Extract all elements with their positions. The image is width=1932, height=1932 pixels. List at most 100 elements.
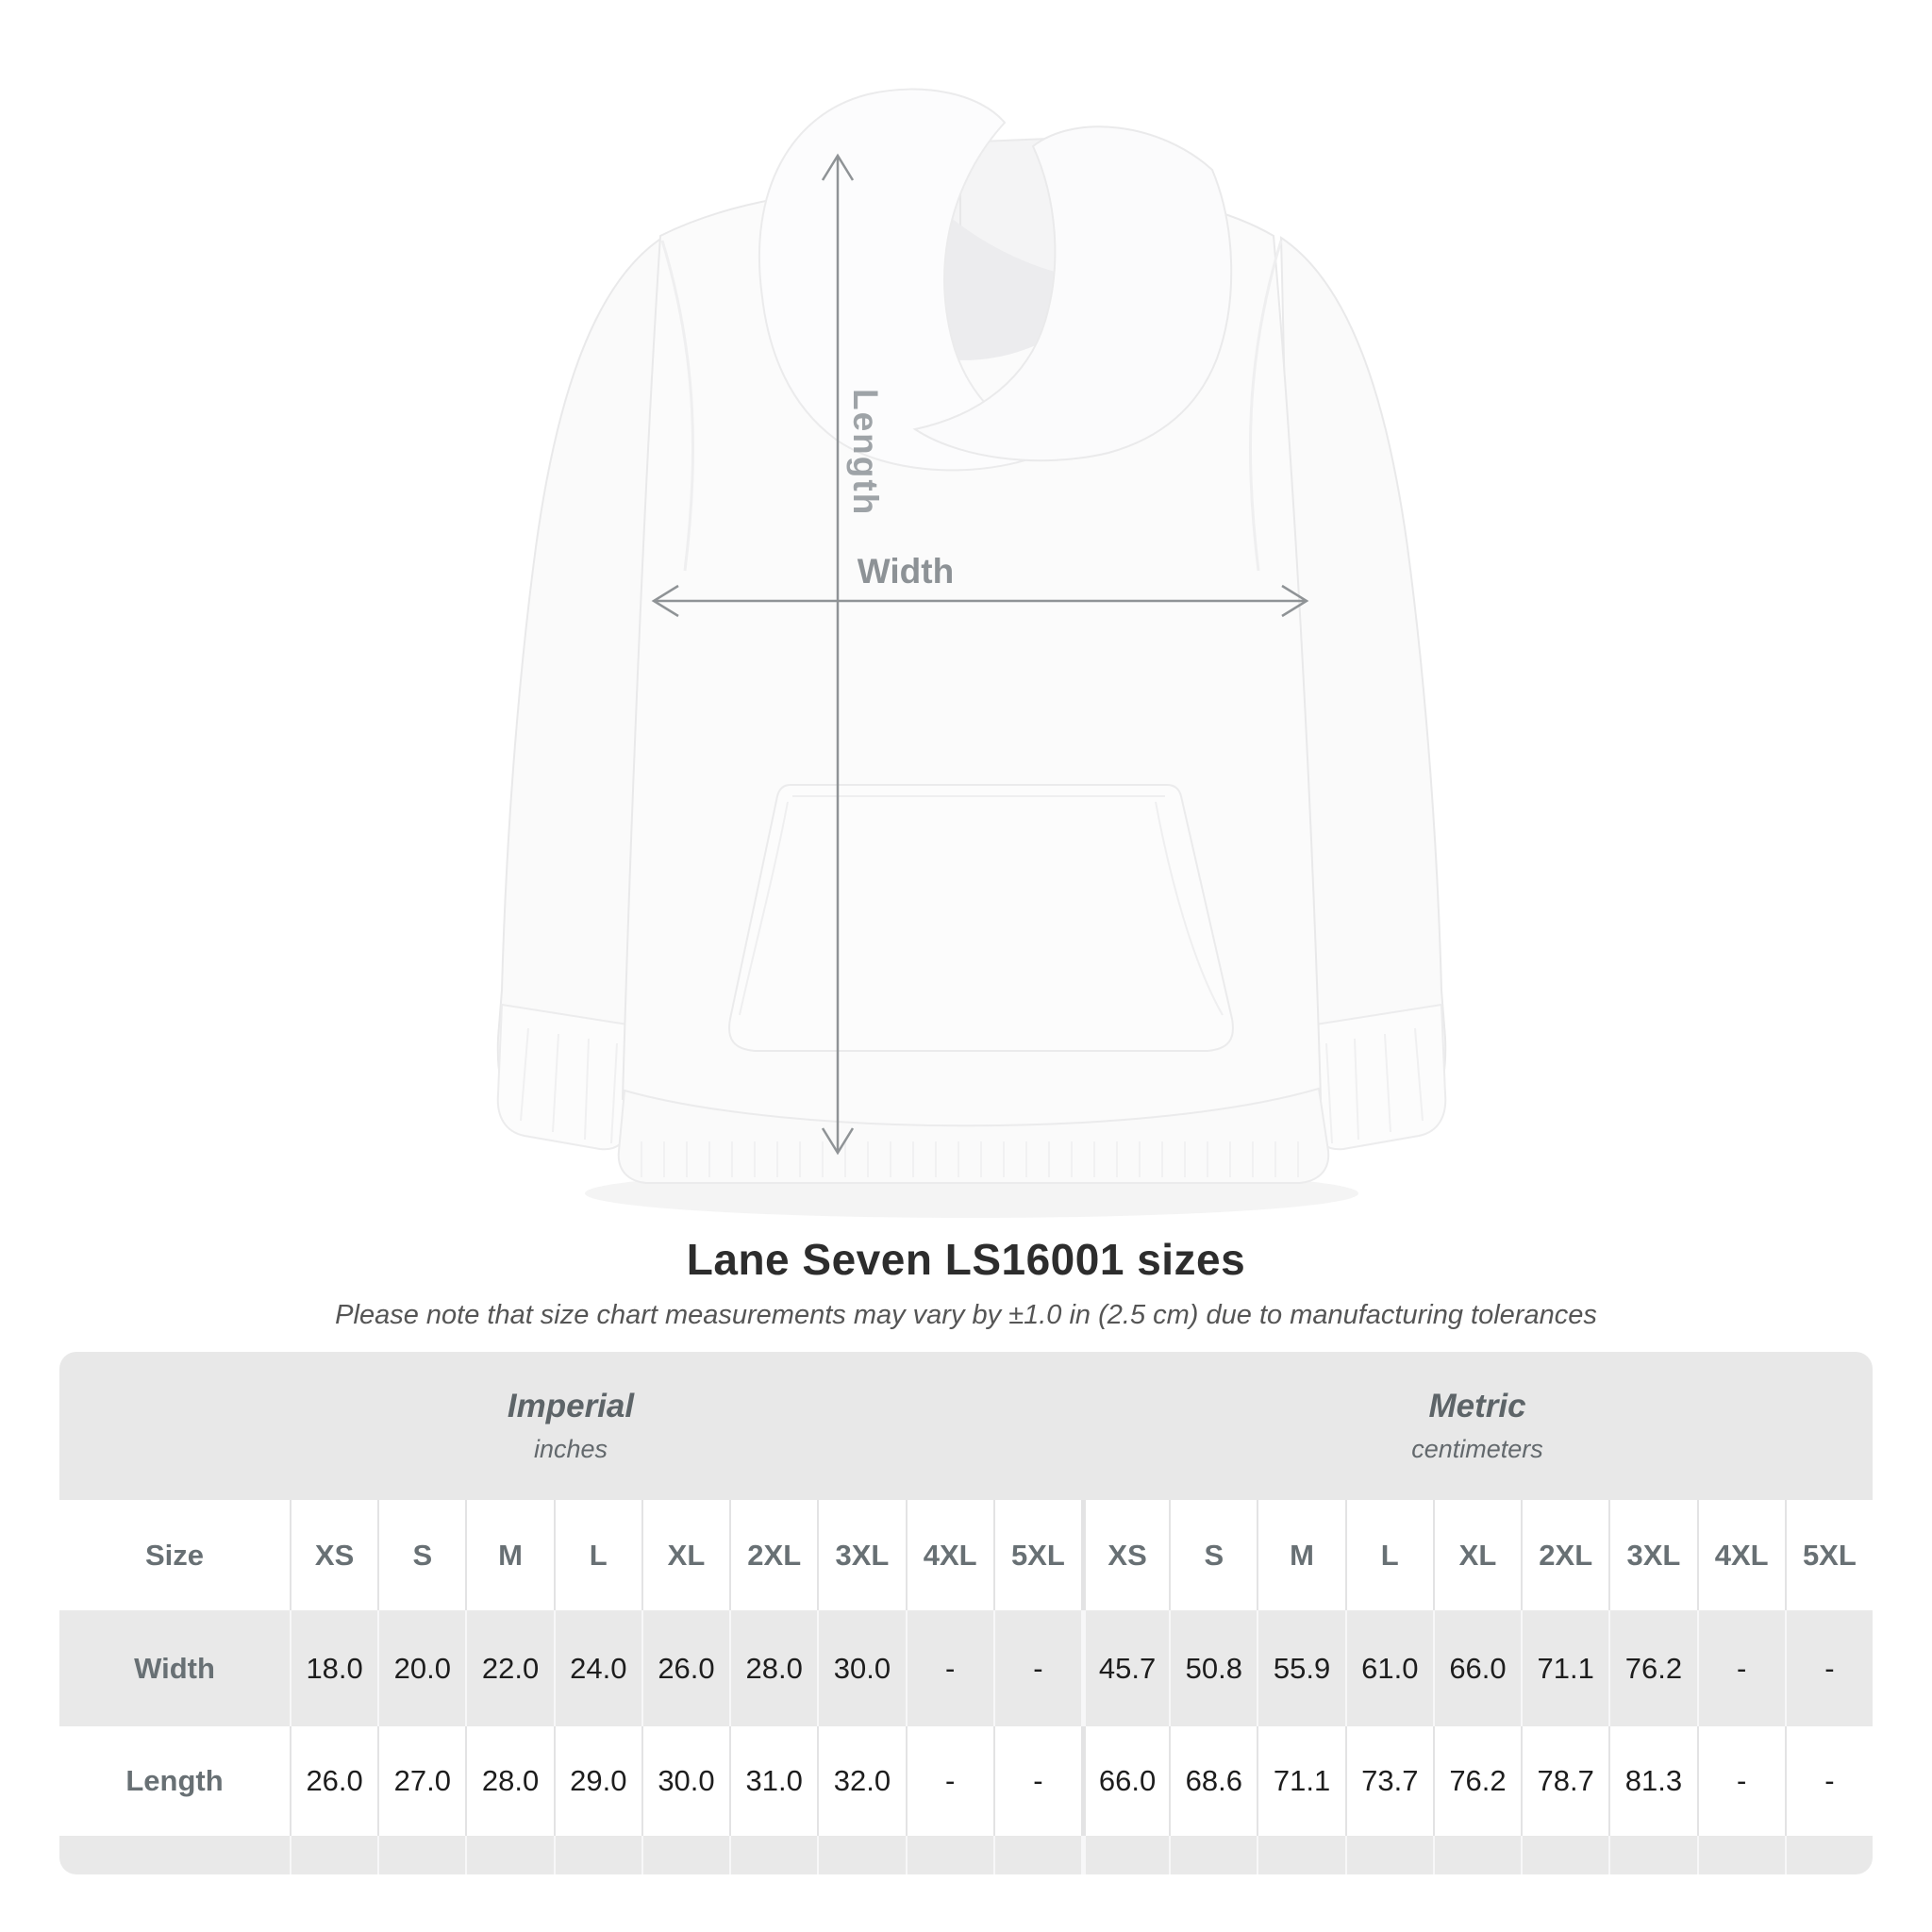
footer-cell — [817, 1836, 905, 1874]
imperial-size-header-m: M — [465, 1500, 553, 1610]
imperial-width-m: 22.0 — [465, 1610, 553, 1726]
metric-size-header-xs: XS — [1080, 1500, 1169, 1610]
footer-cell — [465, 1836, 553, 1874]
metric-size-header-3xl: 3XL — [1608, 1500, 1696, 1610]
imperial-width-3xl: 30.0 — [817, 1610, 905, 1726]
footer-cell — [1080, 1836, 1169, 1874]
imperial-size-header-5xl: 5XL — [992, 1500, 1081, 1610]
footer-cell — [641, 1836, 729, 1874]
imperial-size-header-xl: XL — [641, 1500, 729, 1610]
metric-width-4xl: - — [1696, 1610, 1785, 1726]
imperial-length-s: 27.0 — [377, 1726, 465, 1836]
metric-size-header-5xl: 5XL — [1784, 1500, 1873, 1610]
metric-width-xs: 45.7 — [1080, 1610, 1169, 1726]
metric-width-2xl: 71.1 — [1521, 1610, 1608, 1726]
size-column-header: Size — [144, 1538, 205, 1572]
size-table-rows: Size XS S M L XL 2XL 3XL 4XL 5XL XS S M L XL 2XL 3XL 4XL 5… — [59, 1500, 1873, 1874]
footer-cell — [1257, 1836, 1344, 1874]
metric-length-s: 68.6 — [1169, 1726, 1257, 1836]
footer-cell — [553, 1836, 641, 1874]
metric-size-header-l: L — [1344, 1500, 1433, 1610]
imperial-unit: inches — [533, 1435, 608, 1463]
metric-label: Metric — [1428, 1388, 1526, 1424]
hoodie-hem-band — [617, 1087, 1330, 1184]
metric-width-5xl: - — [1784, 1610, 1873, 1726]
imperial-size-header-2xl: 2XL — [729, 1500, 817, 1610]
measurement-row-length: Length 26.0 27.0 28.0 29.0 30.0 31.0 32.0- -66.0… — [59, 1726, 1873, 1836]
imperial-label: Imperial — [507, 1388, 635, 1424]
footer-cell — [1608, 1836, 1696, 1874]
imperial-length-4xl: - — [905, 1726, 993, 1836]
imperial-width-xs: 18.0 — [290, 1610, 377, 1726]
footer-cell — [1344, 1836, 1433, 1874]
measurement-row-width: Width 18.0 20.0 22.0 24.0 26.0 28.0 30.0- -45.7 5… — [59, 1610, 1873, 1726]
hoodie-sleeves — [496, 236, 1447, 1151]
tolerance-note: Please note that size chart measurements… — [335, 1300, 1597, 1330]
page-title: Lane Seven LS16001 sizes — [686, 1235, 1246, 1284]
imperial-length-2xl: 31.0 — [729, 1726, 817, 1836]
metric-length-xs: 66.0 — [1080, 1726, 1169, 1836]
imperial-width-xl: 26.0 — [641, 1610, 729, 1726]
imperial-size-header-s: S — [377, 1500, 465, 1610]
metric-length-xl: 76.2 — [1432, 1726, 1521, 1836]
size-table: Imperial inches Metric centimeters Size X… — [59, 1352, 1873, 1874]
footer-cell — [1521, 1836, 1608, 1874]
metric-width-3xl: 76.2 — [1608, 1610, 1696, 1726]
footer-cell — [1432, 1836, 1521, 1874]
metric-size-header-s: S — [1169, 1500, 1257, 1610]
footer-cell — [59, 1836, 290, 1874]
metric-length-3xl: 81.3 — [1608, 1726, 1696, 1836]
imperial-size-header-l: L — [553, 1500, 641, 1610]
footer-cell — [290, 1836, 377, 1874]
hoodie-illustration — [496, 88, 1447, 1218]
metric-width-xl: 66.0 — [1432, 1610, 1521, 1726]
imperial-length-3xl: 32.0 — [817, 1726, 905, 1836]
footer-cell — [377, 1836, 465, 1874]
imperial-length-m: 28.0 — [465, 1726, 553, 1836]
metric-width-l: 61.0 — [1344, 1610, 1433, 1726]
width-measure-label: Width — [857, 552, 955, 591]
footer-cell — [992, 1836, 1081, 1874]
table-footer-strip — [59, 1836, 1873, 1874]
metric-size-header-m: M — [1257, 1500, 1344, 1610]
imperial-length-xl: 30.0 — [641, 1726, 729, 1836]
imperial-length-l: 29.0 — [553, 1726, 641, 1836]
hoodie-pocket — [728, 784, 1234, 1052]
metric-unit-group: Metric centimeters — [1082, 1352, 1873, 1500]
imperial-width-2xl: 28.0 — [729, 1610, 817, 1726]
imperial-width-l: 24.0 — [553, 1610, 641, 1726]
imperial-size-header-4xl: 4XL — [905, 1500, 993, 1610]
imperial-width-4xl: - — [905, 1610, 993, 1726]
hoodie-hood — [758, 88, 1233, 472]
metric-size-header-xl: XL — [1432, 1500, 1521, 1610]
metric-length-4xl: - — [1696, 1726, 1785, 1836]
footer-cell — [1784, 1836, 1873, 1874]
footer-cell — [905, 1836, 993, 1874]
metric-length-m: 71.1 — [1257, 1726, 1344, 1836]
row-label-width: Width — [134, 1651, 215, 1685]
metric-length-2xl: 78.7 — [1521, 1726, 1608, 1836]
metric-width-m: 55.9 — [1257, 1610, 1344, 1726]
footer-cell — [1696, 1836, 1785, 1874]
metric-size-header-2xl: 2XL — [1521, 1500, 1608, 1610]
imperial-width-s: 20.0 — [377, 1610, 465, 1726]
footer-cell — [729, 1836, 817, 1874]
metric-unit: centimeters — [1411, 1435, 1543, 1463]
metric-size-header-4xl: 4XL — [1696, 1500, 1785, 1610]
imperial-length-5xl: - — [992, 1726, 1081, 1836]
imperial-size-header-xs: XS — [290, 1500, 377, 1610]
size-header-row: Size XS S M L XL 2XL 3XL 4XL 5XL XS S M L XL 2XL 3XL 4XL 5… — [59, 1500, 1873, 1610]
unit-band: Imperial inches Metric centimeters — [59, 1352, 1873, 1500]
length-measure-label: Length — [846, 389, 885, 517]
metric-width-s: 50.8 — [1169, 1610, 1257, 1726]
row-label-length: Length — [125, 1764, 224, 1797]
imperial-width-5xl: - — [992, 1610, 1081, 1726]
metric-length-l: 73.7 — [1344, 1726, 1433, 1836]
footer-cell — [1169, 1836, 1257, 1874]
imperial-size-header-3xl: 3XL — [817, 1500, 905, 1610]
product-figure: Length Width — [496, 88, 1447, 1218]
imperial-length-xs: 26.0 — [290, 1726, 377, 1836]
metric-length-5xl: - — [1784, 1726, 1873, 1836]
imperial-unit-group: Imperial inches — [59, 1352, 1082, 1500]
